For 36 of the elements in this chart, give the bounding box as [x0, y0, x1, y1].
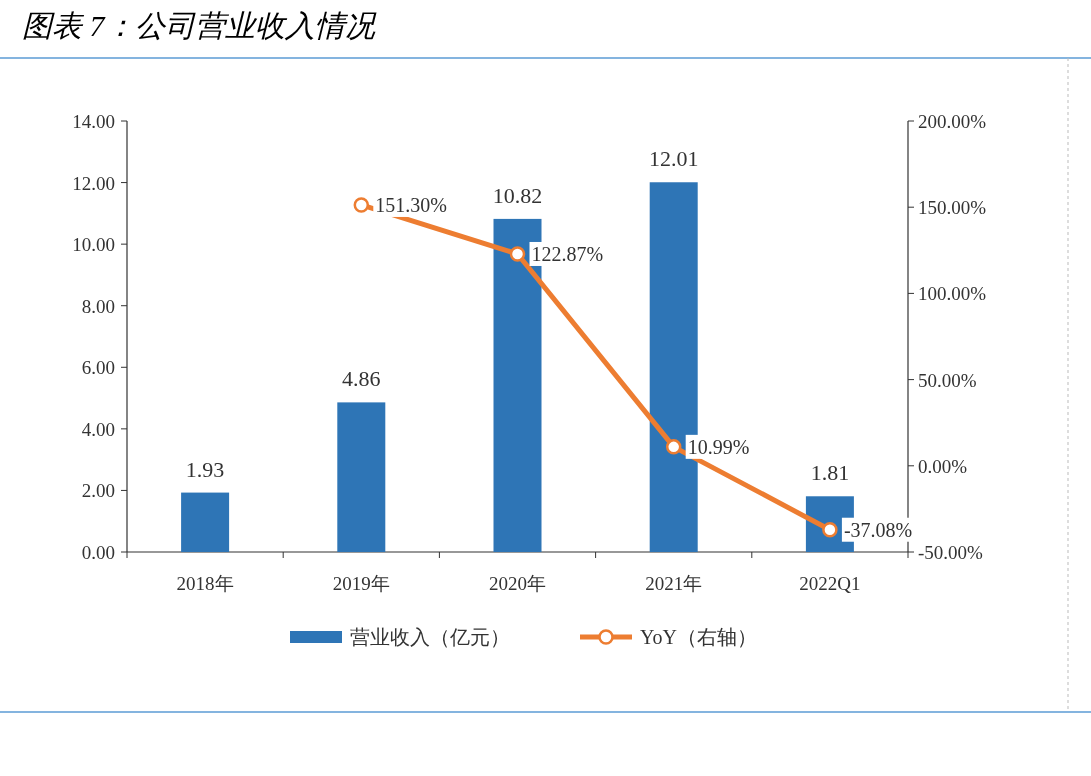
data-label: 151.30%: [375, 193, 447, 216]
chart-title: 图表 7：公司营业收入情况: [22, 9, 377, 42]
y2-tick-label: 50.00%: [918, 369, 977, 391]
point: [353, 197, 370, 213]
y-tick-label: 4.00: [81, 418, 115, 440]
x-tick-label: 2021年: [645, 573, 703, 594]
y-tick-label: 0.00: [81, 542, 115, 563]
y-tick-label: 6.00: [81, 357, 115, 379]
x-tick-label: 2020年: [489, 573, 546, 594]
y2-tick-label: -50.00%: [918, 542, 984, 563]
x-tick-label: 2022Q1: [799, 573, 861, 594]
bar: [337, 402, 386, 552]
point: [665, 439, 682, 455]
y-tick-label: 10.00: [72, 234, 115, 256]
point: [509, 246, 526, 262]
y2-tick-label: 200.00%: [918, 111, 987, 132]
legend-label: 营业收入（亿元）: [350, 626, 510, 648]
y-tick-label: 8.00: [81, 295, 115, 317]
bar: [181, 492, 230, 552]
x-tick-label: 2018年: [176, 573, 234, 594]
y-tick-label: 12.00: [72, 172, 115, 194]
data-label: 4.86: [342, 366, 381, 392]
data-label: 12.01: [648, 146, 699, 172]
data-label: 10.99%: [687, 435, 750, 458]
y2-tick-label: 100.00%: [918, 283, 987, 305]
data-label: 1.81: [810, 460, 850, 486]
data-label: 122.87%: [531, 242, 604, 265]
data-label: 10.82: [492, 182, 543, 208]
data-label: 1.93: [185, 456, 225, 482]
y2-tick-label: 0.00%: [918, 455, 968, 477]
y-tick-label: 2.00: [81, 480, 115, 502]
x-tick-label: 2019年: [332, 573, 390, 594]
y-tick-label: 14.00: [72, 111, 115, 132]
y2-tick-label: 150.00%: [918, 197, 987, 219]
data-label: -37.08%: [843, 518, 913, 541]
legend-label: YoY（右轴）: [640, 626, 757, 648]
